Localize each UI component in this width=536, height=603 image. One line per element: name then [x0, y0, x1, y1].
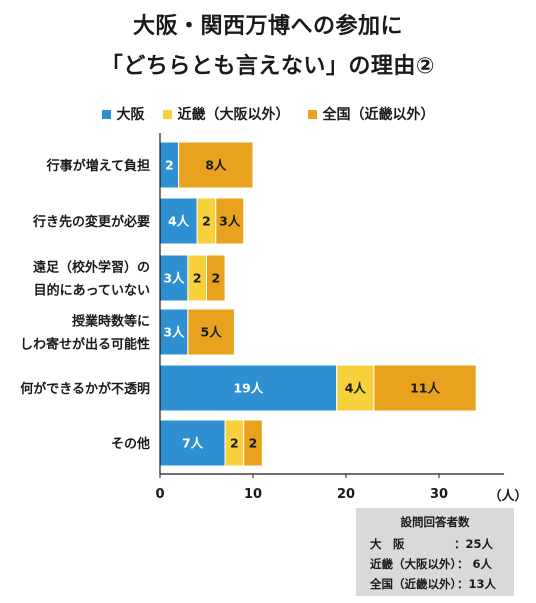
bar-3-series-2	[187, 308, 235, 356]
bar-label-2-series-0: 3人	[163, 271, 185, 286]
category-label-2-line1: 目的にあっていない	[34, 283, 150, 299]
respondent-label-osaka: 大 阪	[370, 537, 405, 551]
x-tick-label-3: 30	[430, 487, 448, 502]
legend: 大阪 近畿（大阪以外） 全国（近畿以外）	[0, 104, 536, 124]
chart-title-line1: 大阪・関西万博への参加に	[132, 14, 403, 39]
x-tick-label-1: 10	[244, 487, 262, 502]
bar-0-series-2	[178, 141, 254, 189]
legend-label-national: 全国（近畿以外）	[322, 107, 435, 123]
bar-3-series-0	[159, 308, 189, 356]
bar-label-5-series-0: 7人	[182, 436, 204, 451]
legend-label-osaka: 大阪	[116, 107, 145, 123]
category-label-4: 何ができるかが不透明	[20, 381, 150, 397]
respondent-label-national: 全国（近畿以外）	[370, 577, 462, 591]
bar-label-4-series-1: 4人	[345, 381, 367, 396]
bar-label-3-series-0: 3人	[163, 325, 185, 340]
respondent-value-kinki: ： 6人	[457, 557, 493, 571]
bar-4-series-2	[373, 364, 477, 412]
category-label-0: 行事が増えて負担	[46, 158, 150, 174]
respondent-row-kinki: 近畿（大阪以外） ： 6人	[370, 556, 510, 572]
respondent-row-osaka: 大 阪 ：25人	[370, 536, 510, 552]
legend-item-national: 全国（近畿以外）	[307, 104, 435, 124]
legend-swatch-osaka	[101, 109, 111, 119]
bar-1-series-2	[215, 197, 245, 245]
legend-swatch-kinki	[162, 109, 172, 119]
legend-swatch-national	[307, 109, 317, 119]
bar-label-4-series-0: 19人	[233, 381, 263, 396]
category-label-3-line1: しわ寄せが出る可能性	[20, 337, 150, 353]
bar-5-series-0	[159, 419, 226, 467]
category-label-5: その他	[111, 436, 150, 452]
x-axis-unit: （人）	[488, 488, 527, 504]
bar-label-5-series-2: 2	[249, 436, 258, 451]
respondent-label-kinki: 近畿（大阪以外）	[370, 557, 462, 571]
legend-label-kinki: 近畿（大阪以外）	[177, 107, 290, 123]
bar-5-series-2	[243, 419, 263, 467]
bar-2-series-2	[206, 254, 226, 302]
respondent-value-osaka: ：25人	[454, 537, 494, 551]
respondent-count-title: 設問回答者数	[400, 515, 470, 529]
respondent-value-national: ：13人	[457, 577, 497, 591]
legend-item-osaka: 大阪	[101, 104, 145, 124]
bar-label-1-series-1: 2	[202, 214, 211, 229]
bar-label-0-series-2: 8人	[205, 158, 227, 173]
bar-label-2-series-2: 2	[211, 271, 220, 286]
bar-2-series-0	[159, 254, 189, 302]
bar-label-2-series-1: 2	[193, 271, 202, 286]
respondent-count-box: 設問回答者数 大 阪 ：25人 近畿（大阪以外） ： 6人 全国（近畿以外） ：…	[356, 508, 514, 596]
respondent-row-national: 全国（近畿以外） ：13人	[370, 576, 510, 592]
x-tick-label-2: 20	[337, 487, 355, 502]
bar-4-series-1	[336, 364, 375, 412]
category-label-3-line0: 授業時数等に	[72, 314, 150, 330]
bar-label-0-series-0: 2	[165, 158, 174, 173]
x-tick-label-0: 0	[155, 487, 164, 502]
bar-label-5-series-1: 2	[230, 436, 239, 451]
legend-item-kinki: 近畿（大阪以外）	[162, 104, 290, 124]
bar-label-3-series-2: 5人	[201, 325, 223, 340]
bar-label-1-series-0: 4人	[168, 214, 190, 229]
chart-title-line2: 「どちらとも言えない」の理由②	[100, 54, 436, 79]
bar-label-1-series-2: 3人	[219, 214, 241, 229]
category-label-1: 行き先の変更が必要	[32, 214, 150, 230]
bar-label-4-series-2: 11人	[410, 381, 440, 396]
category-label-2-line0: 遠足（校外学習）の	[33, 260, 150, 276]
